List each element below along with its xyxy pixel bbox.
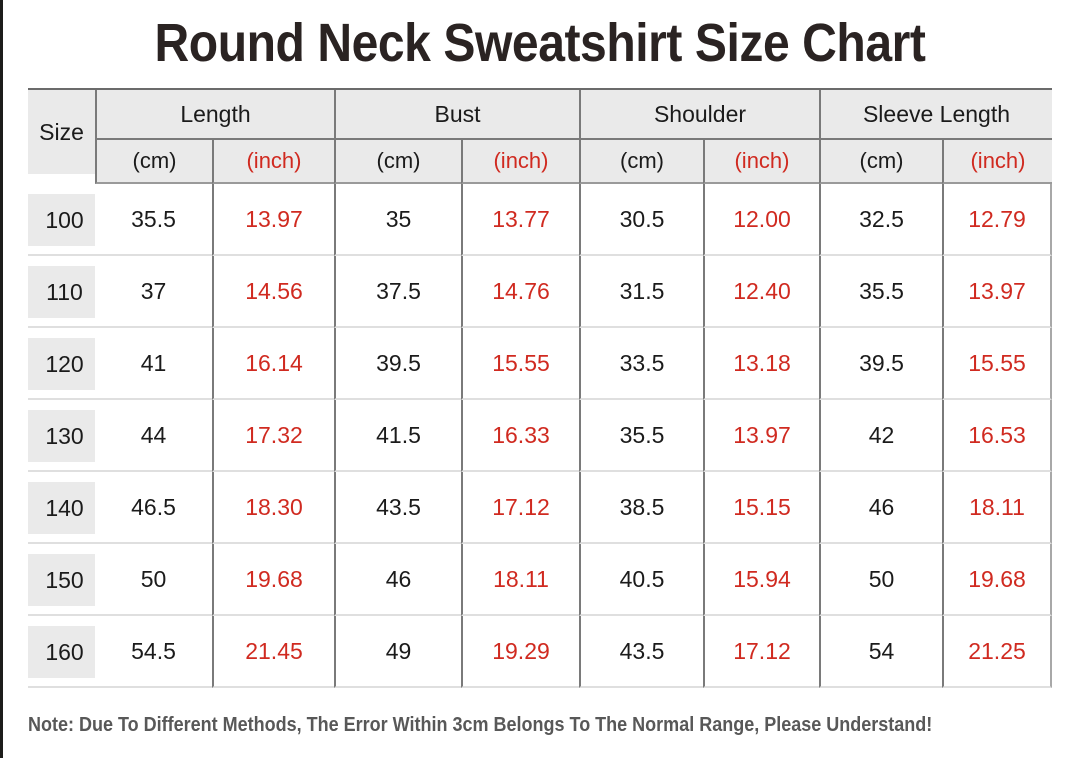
- length-cm-cell: 54.5: [95, 616, 212, 688]
- shoulder-cm-cell: 38.5: [579, 472, 703, 544]
- shoulder-inch-cell: 13.97: [703, 400, 819, 472]
- bust-cm-cell: 35: [334, 184, 461, 256]
- size-chart-table: Size Length Bust Shoulder Sleeve Length …: [28, 88, 1052, 688]
- sleeve-inch-cell: 19.68: [942, 544, 1052, 616]
- sleeve-inch-cell: 12.79: [942, 184, 1052, 256]
- sleeve-inch-cell: 18.11: [942, 472, 1052, 544]
- shoulder-cm-cell: 35.5: [579, 400, 703, 472]
- size-cell: 140: [28, 472, 101, 544]
- page-title: Round Neck Sweatshirt Size Chart: [154, 13, 926, 73]
- shoulder-inch-cell: 15.94: [703, 544, 819, 616]
- shoulder-inch-cell: 17.12: [703, 616, 819, 688]
- size-cell: 160: [28, 616, 101, 688]
- unit-header-shoulder-cm: (cm): [579, 140, 703, 184]
- unit-header-sleeve-cm: (cm): [819, 140, 942, 184]
- length-cm-cell: 41: [95, 328, 212, 400]
- sleeve-cm-cell: 35.5: [819, 256, 942, 328]
- shoulder-cm-cell: 43.5: [579, 616, 703, 688]
- bust-inch-cell: 14.76: [461, 256, 579, 328]
- length-cm-cell: 44: [95, 400, 212, 472]
- bust-cm-cell: 43.5: [334, 472, 461, 544]
- bust-cm-cell: 41.5: [334, 400, 461, 472]
- bust-inch-cell: 18.11: [461, 544, 579, 616]
- left-edge-strip: [0, 0, 3, 758]
- shoulder-inch-cell: 13.18: [703, 328, 819, 400]
- note-text: Note: Due To Different Methods, The Erro…: [28, 714, 933, 736]
- shoulder-cm-cell: 40.5: [579, 544, 703, 616]
- size-cell: 100: [28, 184, 101, 256]
- shoulder-inch-cell: 12.00: [703, 184, 819, 256]
- group-header-bust: Bust: [334, 90, 579, 140]
- group-header-sleeve-length: Sleeve Length: [819, 90, 1052, 140]
- size-cell: 130: [28, 400, 101, 472]
- sleeve-cm-cell: 46: [819, 472, 942, 544]
- size-header-label: Size: [28, 90, 95, 174]
- length-cm-cell: 50: [95, 544, 212, 616]
- length-inch-cell: 18.30: [212, 472, 334, 544]
- shoulder-cm-cell: 30.5: [579, 184, 703, 256]
- unit-header-bust-inch: (inch): [461, 140, 579, 184]
- length-inch-cell: 16.14: [212, 328, 334, 400]
- sleeve-inch-cell: 21.25: [942, 616, 1052, 688]
- length-inch-cell: 13.97: [212, 184, 334, 256]
- group-header-length: Length: [95, 90, 334, 140]
- length-inch-cell: 14.56: [212, 256, 334, 328]
- bust-inch-cell: 13.77: [461, 184, 579, 256]
- sleeve-inch-cell: 13.97: [942, 256, 1052, 328]
- unit-header-bust-cm: (cm): [334, 140, 461, 184]
- column-header-size: Size: [28, 90, 95, 184]
- shoulder-inch-cell: 15.15: [703, 472, 819, 544]
- length-inch-cell: 17.32: [212, 400, 334, 472]
- sleeve-cm-cell: 54: [819, 616, 942, 688]
- bust-inch-cell: 17.12: [461, 472, 579, 544]
- sleeve-cm-cell: 39.5: [819, 328, 942, 400]
- sleeve-cm-cell: 42: [819, 400, 942, 472]
- length-cm-cell: 35.5: [95, 184, 212, 256]
- unit-header-shoulder-inch: (inch): [703, 140, 819, 184]
- size-cell: 110: [28, 256, 101, 328]
- bust-cm-cell: 49: [334, 616, 461, 688]
- unit-header-length-inch: (inch): [212, 140, 334, 184]
- bust-cm-cell: 37.5: [334, 256, 461, 328]
- size-cell: 120: [28, 328, 101, 400]
- bust-inch-cell: 15.55: [461, 328, 579, 400]
- sleeve-inch-cell: 15.55: [942, 328, 1052, 400]
- shoulder-cm-cell: 31.5: [579, 256, 703, 328]
- sleeve-cm-cell: 50: [819, 544, 942, 616]
- length-cm-cell: 37: [95, 256, 212, 328]
- bust-inch-cell: 19.29: [461, 616, 579, 688]
- length-cm-cell: 46.5: [95, 472, 212, 544]
- bust-cm-cell: 46: [334, 544, 461, 616]
- shoulder-cm-cell: 33.5: [579, 328, 703, 400]
- length-inch-cell: 19.68: [212, 544, 334, 616]
- group-header-shoulder: Shoulder: [579, 90, 819, 140]
- shoulder-inch-cell: 12.40: [703, 256, 819, 328]
- length-inch-cell: 21.45: [212, 616, 334, 688]
- unit-header-length-cm: (cm): [95, 140, 212, 184]
- sleeve-inch-cell: 16.53: [942, 400, 1052, 472]
- size-cell: 150: [28, 544, 101, 616]
- unit-header-sleeve-inch: (inch): [942, 140, 1052, 184]
- sleeve-cm-cell: 32.5: [819, 184, 942, 256]
- bust-cm-cell: 39.5: [334, 328, 461, 400]
- bust-inch-cell: 16.33: [461, 400, 579, 472]
